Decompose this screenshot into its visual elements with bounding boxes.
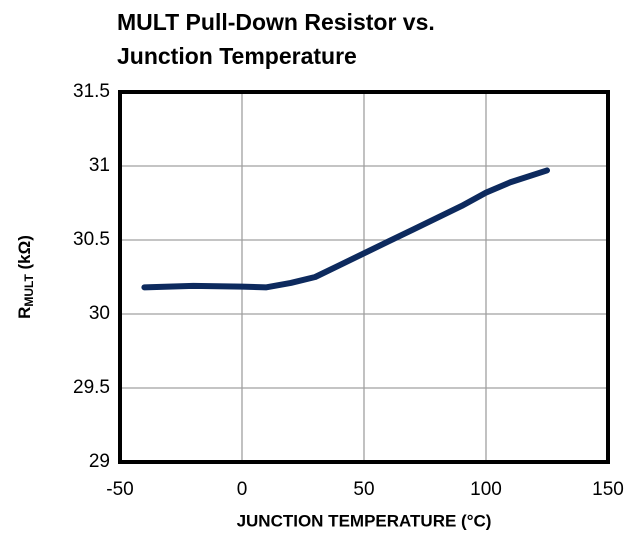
- y-label-sub: MULT: [22, 274, 36, 307]
- x-tick-label: 150: [592, 479, 624, 500]
- y-tick-label: 29: [89, 451, 110, 472]
- y-tick-label: 29.5: [73, 377, 110, 398]
- data-line: [141, 167, 550, 291]
- x-tick-label: 100: [470, 479, 502, 500]
- chart-title: MULT Pull-Down Resistor vs.: [117, 9, 435, 35]
- y-tick-label: 31.5: [73, 81, 110, 102]
- y-label-unit: (kΩ): [15, 235, 34, 274]
- plot-frame: [118, 90, 610, 464]
- y-label-main: R: [15, 307, 34, 319]
- x-tick-label: -50: [106, 479, 133, 500]
- x-tick-label: 50: [353, 479, 374, 500]
- y-tick-label: 30.5: [73, 229, 110, 250]
- x-axis-label: JUNCTION TEMPERATURE (°C): [237, 511, 492, 530]
- y-tick-label: 30: [89, 303, 110, 324]
- chart-title: Junction Temperature: [117, 43, 357, 69]
- x-tick-label: 0: [237, 479, 248, 500]
- y-tick-label: 31: [89, 155, 110, 176]
- y-axis-label: RMULT (kΩ): [15, 235, 36, 319]
